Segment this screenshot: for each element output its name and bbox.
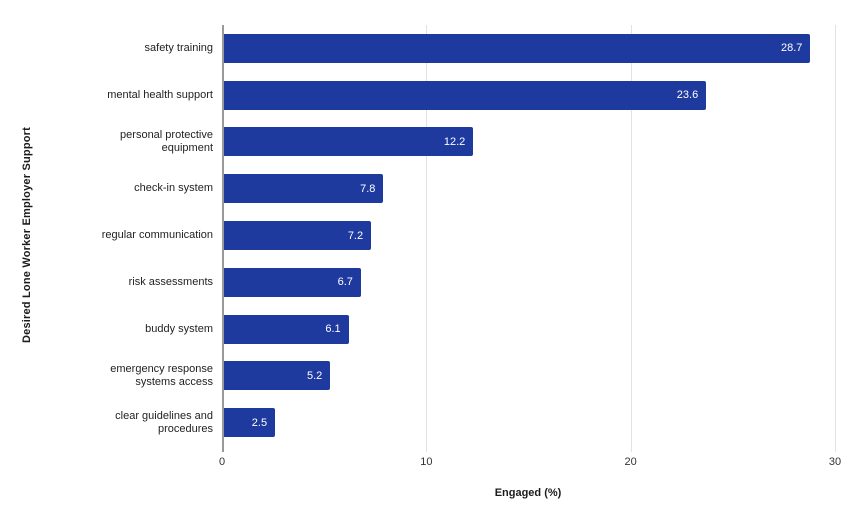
x-axis-tick-label: 30: [828, 456, 842, 468]
gridline: [630, 25, 632, 452]
category-label: emergency response systems access: [110, 362, 213, 388]
category-label: regular communication: [101, 229, 213, 241]
y-axis-line: [222, 25, 224, 452]
x-axis-title: Engaged (%): [494, 487, 562, 499]
x-axis-tick-label: 20: [624, 456, 637, 468]
gridline: [426, 25, 428, 452]
bar: 2.5: [224, 408, 276, 438]
gridline: [835, 25, 836, 452]
bar: 12.2: [224, 127, 474, 157]
bar: 5.2: [224, 361, 331, 391]
bar: 28.7: [224, 33, 811, 63]
bar: 6.1: [224, 314, 349, 344]
x-axis-tick-label: 0: [218, 456, 226, 468]
bar: 7.2: [224, 221, 372, 250]
bar: 6.7: [224, 267, 361, 297]
bar: 7.8: [224, 174, 384, 204]
bar-value-label: 7.2: [347, 229, 364, 242]
x-axis-tick-label: 10: [420, 456, 433, 468]
bar-value-label: 6.1: [325, 323, 341, 336]
bar: 23.6: [224, 80, 707, 110]
category-label: buddy system: [145, 322, 213, 335]
bar-value-label: 2.5: [251, 416, 268, 429]
bar-value-label: 28.7: [781, 42, 803, 55]
plot-area: 28.7 safety training 23.6 mental health sup…: [102, 25, 836, 452]
y-axis-title: Desired Lone Worker Employer Support: [21, 126, 33, 344]
bar-value-label: 7.8: [360, 182, 376, 195]
bar-value-label: 5.2: [306, 369, 323, 382]
category-label: safety training: [144, 41, 213, 54]
category-label: clear guidelines and procedures: [115, 409, 213, 435]
category-label: risk assessments: [128, 275, 213, 288]
bar-value-label: 23.6: [676, 89, 699, 102]
category-label: check-in system: [134, 182, 213, 195]
category-label: mental health support: [107, 88, 213, 101]
bar-value-label: 12.2: [443, 135, 466, 148]
category-label: personal protective equipment: [120, 128, 213, 154]
bar-value-label: 6.7: [337, 276, 353, 289]
